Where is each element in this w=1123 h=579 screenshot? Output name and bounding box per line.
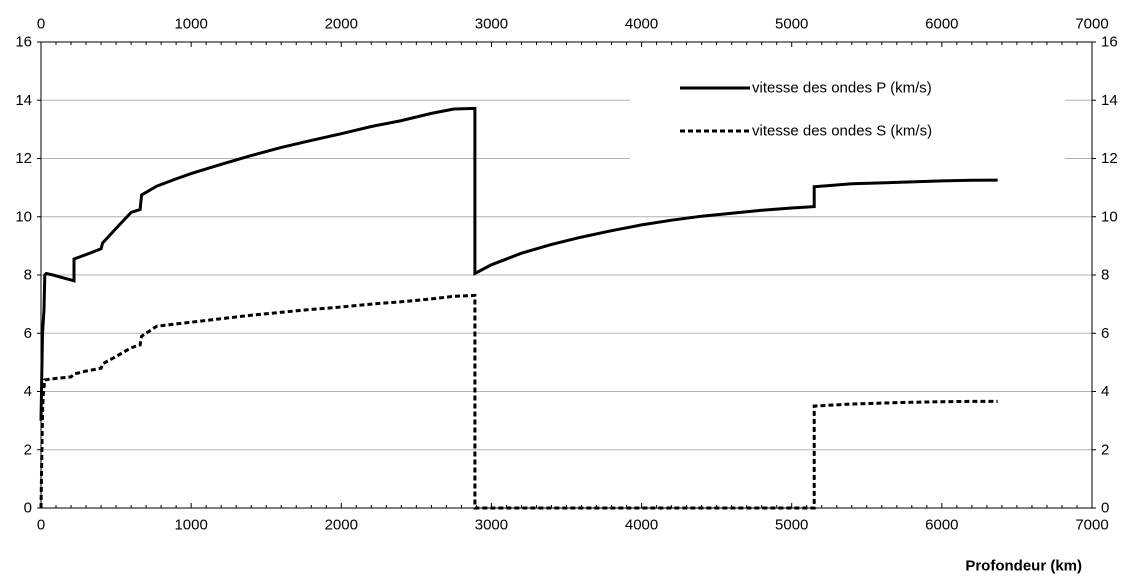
y-tick-label-left: 14: [15, 92, 32, 109]
x-tick-label-top: 1000: [174, 16, 207, 33]
x-tick-labels-top: 0 1000 2000 3000 4000 5000 6000 7000: [37, 16, 1109, 33]
legend: vitesse des ondes P (km/s) vitesse des o…: [680, 80, 932, 140]
y-tick-label-left: 10: [15, 208, 32, 225]
x-tick-labels-bottom: 0 1000 2000 3000 4000 5000 6000 7000: [37, 517, 1109, 534]
x-tick-label-bottom: 1000: [174, 517, 207, 534]
legend-label-s: vitesse des ondes S (km/s): [752, 123, 932, 140]
x-tick-label-bottom: 5000: [775, 517, 808, 534]
legend-background: [630, 70, 1065, 160]
y-tick-label-left: 12: [15, 150, 32, 167]
y-tick-label-left: 4: [24, 383, 32, 400]
y-tick-label-right: 4: [1101, 383, 1109, 400]
y-tick-label-right: 10: [1101, 208, 1118, 225]
x-tick-label-bottom: 4000: [625, 517, 658, 534]
x-tick-label-top: 7000: [1075, 16, 1108, 33]
x-tick-label-top: 0: [37, 16, 45, 33]
y-tick-label-left: 6: [24, 325, 32, 342]
y-tick-labels-right: 0 2 4 6 8 10 12 14 16: [1101, 34, 1118, 517]
x-tick-label-bottom: 2000: [325, 517, 358, 534]
x-tick-label-top: 4000: [625, 16, 658, 33]
x-axis-title: Profondeur (km): [965, 558, 1082, 575]
minor-ticks: [37, 41, 1096, 509]
x-tick-label-top: 5000: [775, 16, 808, 33]
series-group: [39, 106, 998, 510]
series-line-s-waves: [39, 293, 998, 510]
x-tick-label-bottom: 7000: [1075, 517, 1108, 534]
y-tick-label-right: 14: [1101, 92, 1118, 109]
y-tick-label-right: 6: [1101, 325, 1109, 342]
y-tick-label-right: 8: [1101, 267, 1109, 284]
y-tick-label-left: 0: [24, 500, 32, 517]
legend-label-p: vitesse des ondes P (km/s): [752, 80, 932, 97]
x-tick-label-top: 2000: [325, 16, 358, 33]
y-tick-label-left: 16: [15, 34, 32, 51]
y-tick-label-right: 2: [1101, 441, 1109, 458]
series-line-p-waves: [39, 106, 998, 421]
x-tick-label-top: 3000: [475, 16, 508, 33]
y-tick-labels-left: 0 2 4 6 8 10 12 14 16: [15, 34, 32, 517]
y-tick-label-right: 12: [1101, 150, 1118, 167]
x-tick-label-bottom: 3000: [475, 517, 508, 534]
x-tick-label-top: 6000: [925, 16, 958, 33]
x-tick-label-bottom: 6000: [925, 517, 958, 534]
y-tick-label-left: 2: [24, 441, 32, 458]
x-tick-label-bottom: 0: [37, 517, 45, 534]
y-tick-label-right: 0: [1101, 500, 1109, 517]
y-tick-label-right: 16: [1101, 34, 1118, 51]
y-tick-label-left: 8: [24, 267, 32, 284]
